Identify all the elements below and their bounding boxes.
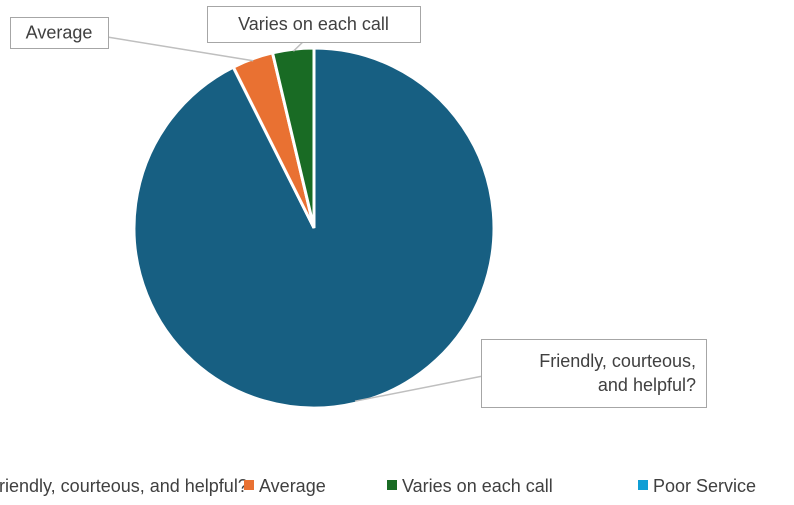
legend-label-friendly-courteous-and-helpful: Friendly, courteous, and helpful?: [0, 476, 248, 496]
data-label-box: [481, 339, 707, 408]
legend: Friendly, courteous, and helpful? Average…: [0, 476, 756, 496]
pie-slices: [132, 46, 496, 410]
data-label-text: Average: [26, 23, 93, 43]
legend-label-poor-service: Poor Service: [653, 476, 756, 496]
legend-swatch-varies-on-each-call: [387, 480, 397, 490]
legend-label-varies-on-each-call: Varies on each call: [402, 476, 553, 496]
legend-swatch-poor-service: [638, 480, 648, 490]
legend-label-average: Average: [259, 476, 326, 496]
leader-line: [354, 375, 482, 402]
data-label-text: Varies on each call: [238, 14, 389, 34]
leader-line: [292, 41, 304, 52]
legend-swatch-average: [244, 480, 254, 490]
data-labels: Friendly, courteous, and helpful? Average V…: [10, 6, 707, 408]
data-label-box: [207, 6, 421, 43]
data-label-text: and helpful?: [598, 375, 696, 395]
pie-slice-varies-on-each-call: [270, 46, 316, 229]
leader-line: [107, 36, 254, 62]
data-label-text: Friendly, courteous,: [539, 351, 696, 371]
data-label-box: [10, 17, 109, 49]
